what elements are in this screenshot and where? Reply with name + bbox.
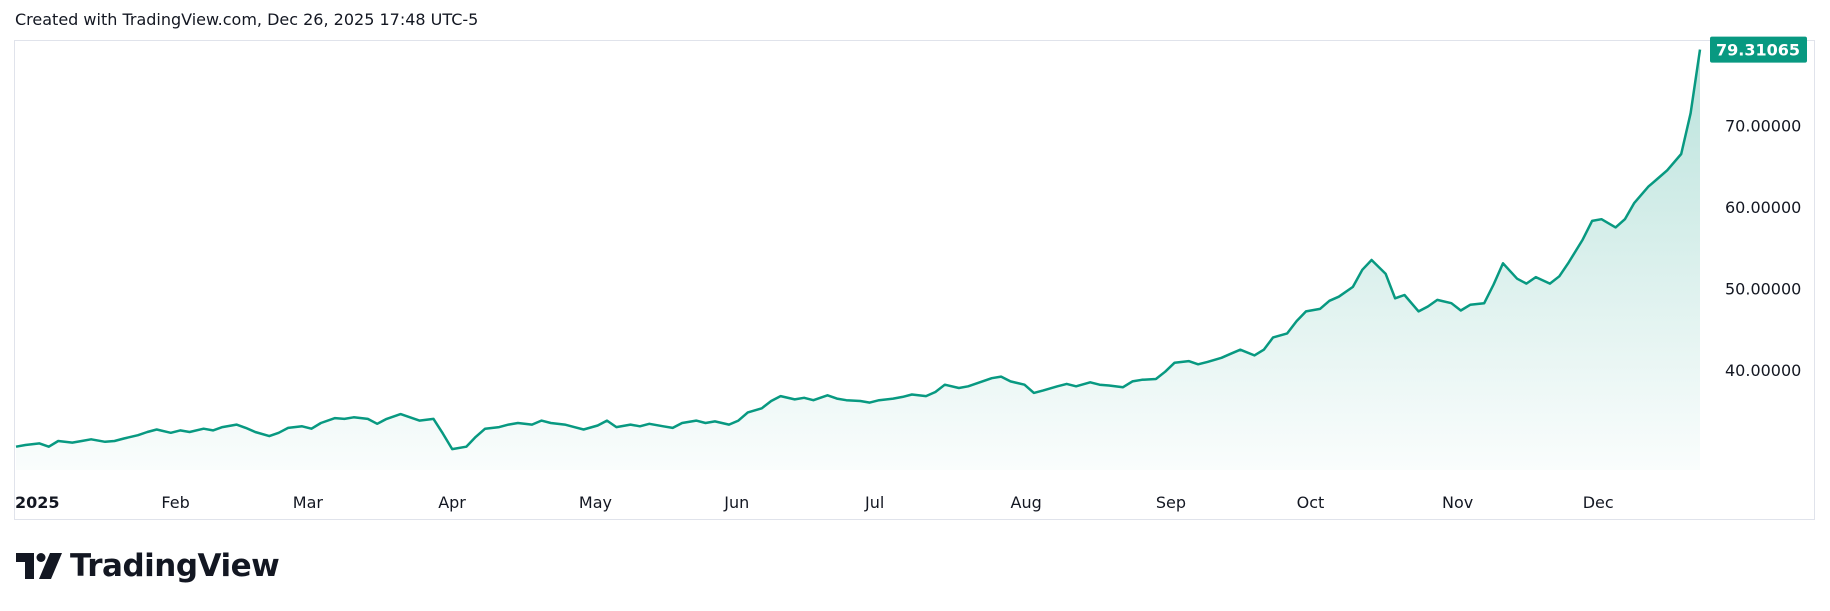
x-tick-label: Nov — [1442, 493, 1473, 512]
x-tick-label: Aug — [1011, 493, 1042, 512]
y-tick-label: 60.00000 — [1725, 198, 1801, 217]
tradingview-logo-icon — [16, 553, 62, 579]
chart-frame — [14, 40, 1815, 520]
price-line — [15, 49, 1702, 451]
y-tick-label: 50.00000 — [1725, 280, 1801, 299]
last-value-label: 79.31065 — [1716, 41, 1800, 60]
x-tick-label: Apr — [438, 493, 466, 512]
price-area-fill — [16, 49, 1700, 470]
x-tick-label: Feb — [161, 493, 189, 512]
y-tick-label: 70.00000 — [1725, 117, 1801, 136]
x-tick-label: Dec — [1583, 493, 1614, 512]
x-tick-label: 2025 — [15, 493, 60, 512]
x-tick-label: May — [579, 493, 612, 512]
x-tick-label: Oct — [1297, 493, 1325, 512]
x-tick-label: Mar — [293, 493, 324, 512]
y-tick-label: 40.00000 — [1725, 361, 1801, 380]
last-value-badge — [1710, 36, 1807, 63]
x-tick-label: Jun — [723, 493, 749, 512]
tradingview-logo[interactable]: TradingView — [16, 548, 280, 584]
chart-header: Created with TradingView.com, Dec 26, 20… — [15, 10, 479, 29]
x-tick-label: Jul — [864, 493, 884, 512]
tradingview-logo-text: TradingView — [70, 548, 280, 584]
x-tick-label: Sep — [1156, 493, 1186, 512]
